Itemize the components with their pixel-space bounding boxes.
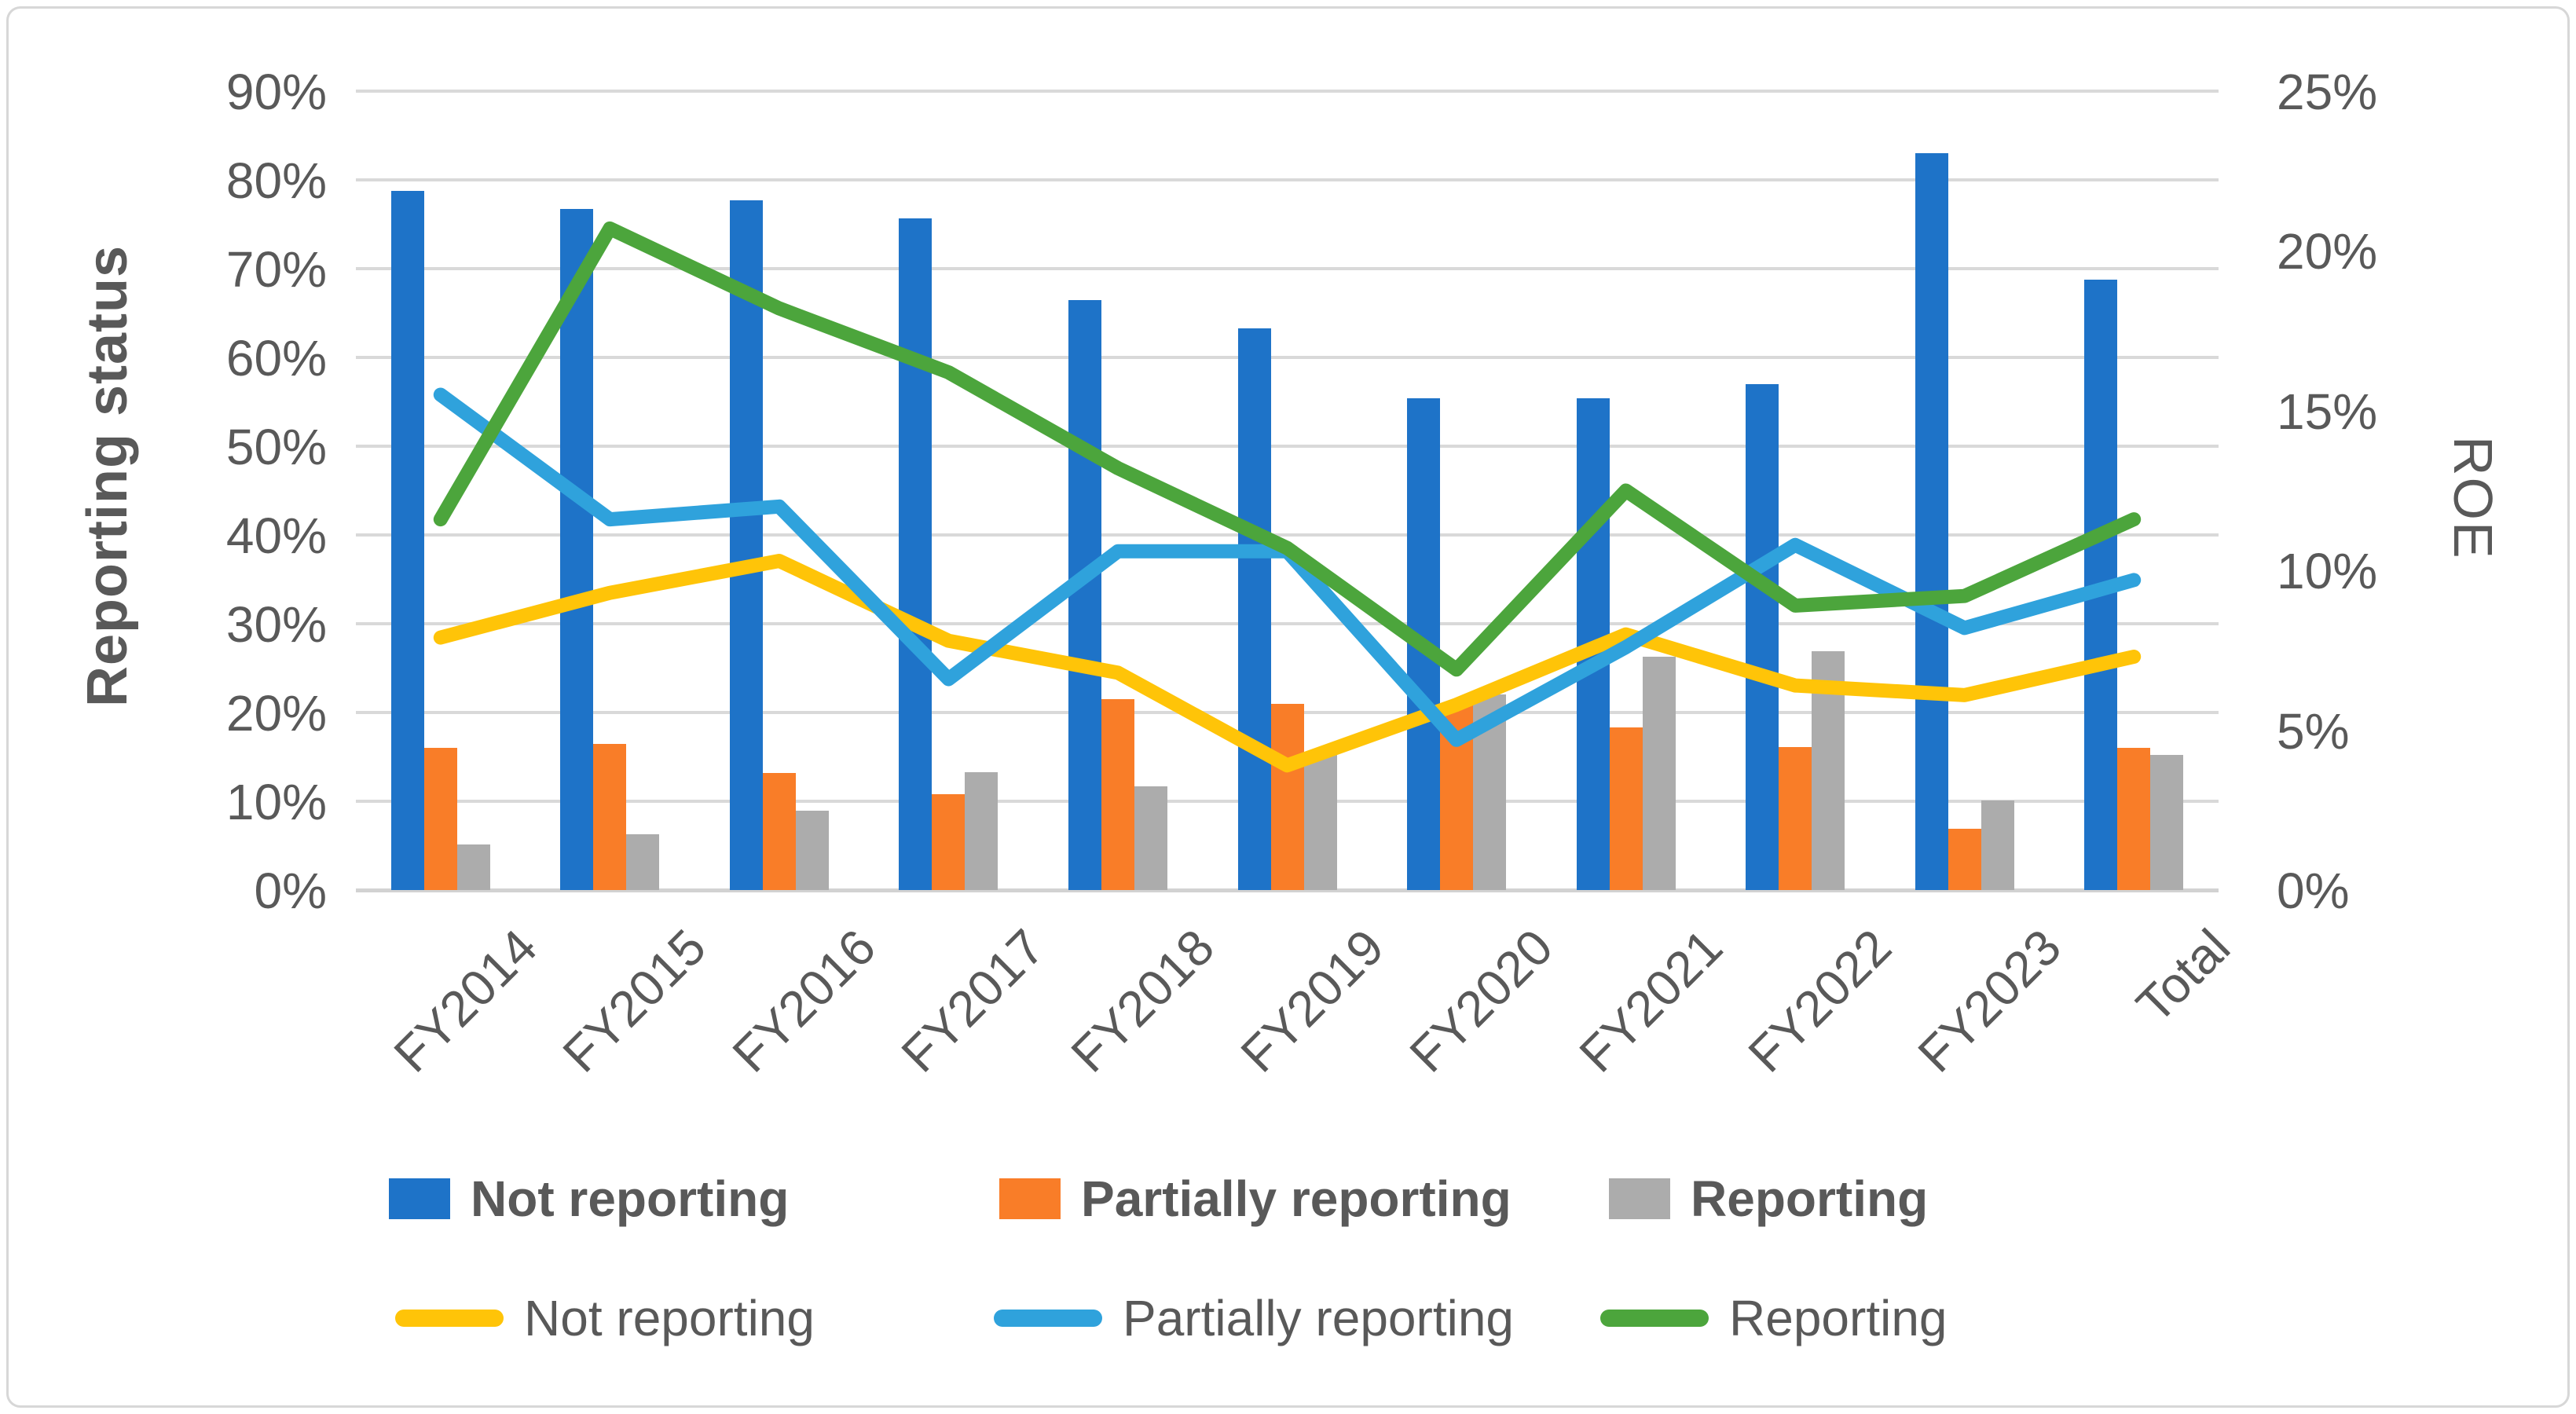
right-tick-label: 5% bbox=[2277, 702, 2350, 760]
x-axis-label: FY2014 bbox=[383, 918, 548, 1083]
left-tick-label: 40% bbox=[225, 507, 327, 564]
legend-swatch-line bbox=[1600, 1310, 1709, 1327]
x-axis-label: Total bbox=[2125, 918, 2241, 1034]
x-axis-label: FY2020 bbox=[1398, 918, 1564, 1083]
bar-reporting bbox=[1642, 656, 1676, 890]
bar-partially-reporting bbox=[1779, 747, 1812, 890]
bar-not-reporting bbox=[560, 209, 594, 890]
bar-reporting bbox=[1134, 786, 1167, 890]
bar-not-reporting bbox=[1237, 328, 1271, 890]
bar-partially-reporting bbox=[2117, 748, 2151, 890]
legend-item-bar-reporting: Reporting bbox=[1609, 1170, 1929, 1227]
x-axis-label: FY2022 bbox=[1737, 918, 1903, 1083]
left-tick-label: 10% bbox=[225, 774, 327, 830]
x-axis-label: FY2017 bbox=[891, 918, 1056, 1083]
legend-swatch-square bbox=[1609, 1178, 1670, 1219]
x-axis-label: FY2015 bbox=[551, 918, 717, 1083]
bar-partially-reporting bbox=[1609, 727, 1643, 890]
bar-not-reporting bbox=[2084, 279, 2118, 890]
left-tick-label: 0% bbox=[254, 863, 328, 919]
x-axis-line bbox=[356, 888, 2219, 892]
legend-label: Reporting bbox=[1729, 1290, 1948, 1346]
bar-partially-reporting bbox=[1440, 703, 1474, 890]
grid-line bbox=[356, 178, 2219, 181]
x-axis-label: FY2016 bbox=[721, 918, 886, 1083]
bar-reporting bbox=[965, 771, 999, 890]
right-tick-label: 25% bbox=[2277, 64, 2378, 120]
legend-item-line-reporting: Reporting bbox=[1600, 1290, 1948, 1346]
legend-label: Reporting bbox=[1691, 1170, 1929, 1227]
grid-line bbox=[356, 90, 2219, 93]
left-axis-title: Reporting status bbox=[76, 244, 139, 707]
legend-label: Partially reporting bbox=[1123, 1290, 1514, 1346]
bar-reporting bbox=[1812, 651, 1845, 890]
legend-swatch-line bbox=[395, 1310, 504, 1327]
bar-reporting bbox=[1303, 752, 1337, 890]
legend-label: Not reporting bbox=[524, 1290, 815, 1346]
bar-not-reporting bbox=[1915, 153, 1948, 890]
bar-partially-reporting bbox=[762, 772, 796, 890]
bar-reporting bbox=[795, 811, 829, 890]
left-tick-label: 50% bbox=[225, 419, 327, 475]
bar-partially-reporting bbox=[593, 743, 627, 890]
x-axis-label: FY2023 bbox=[1907, 918, 2072, 1083]
bar-reporting bbox=[456, 844, 490, 890]
bar-reporting bbox=[626, 833, 660, 890]
bar-partially-reporting bbox=[932, 793, 966, 890]
bar-partially-reporting bbox=[1948, 829, 1981, 890]
legend-item-bar-not-reporting: Not reporting bbox=[389, 1170, 790, 1227]
legend-label: Not reporting bbox=[471, 1170, 790, 1227]
left-tick-label: 60% bbox=[225, 330, 327, 386]
bar-not-reporting bbox=[1068, 299, 1101, 890]
legend-swatch-line bbox=[994, 1310, 1102, 1327]
bar-not-reporting bbox=[1746, 383, 1779, 890]
left-tick-label: 80% bbox=[225, 152, 327, 209]
bar-not-reporting bbox=[729, 200, 763, 890]
bar-not-reporting bbox=[899, 218, 933, 890]
legend-item-bar-partially-reporting: Partially reporting bbox=[999, 1170, 1512, 1227]
x-axis-label: FY2019 bbox=[1229, 918, 1394, 1083]
bar-not-reporting bbox=[1576, 397, 1610, 890]
x-axis-label: FY2018 bbox=[1060, 918, 1226, 1083]
right-tick-label: 15% bbox=[2277, 383, 2378, 440]
left-tick-label: 20% bbox=[225, 685, 327, 742]
legend-item-line-not-reporting: Not reporting bbox=[395, 1290, 815, 1346]
bar-not-reporting bbox=[1407, 397, 1441, 890]
bar-reporting bbox=[2150, 755, 2184, 890]
legend-label: Partially reporting bbox=[1081, 1170, 1512, 1227]
right-tick-label: 10% bbox=[2277, 543, 2378, 600]
right-tick-label: 20% bbox=[2277, 223, 2378, 280]
legend-swatch-square bbox=[999, 1178, 1061, 1219]
bar-reporting bbox=[1473, 694, 1507, 890]
x-axis-label: FY2021 bbox=[1568, 918, 1733, 1083]
bar-partially-reporting bbox=[1270, 703, 1304, 890]
bar-partially-reporting bbox=[1101, 699, 1134, 890]
left-tick-label: 30% bbox=[225, 596, 327, 653]
left-tick-label: 90% bbox=[225, 64, 327, 120]
bar-partially-reporting bbox=[423, 748, 457, 890]
legend-swatch-square bbox=[389, 1178, 450, 1219]
right-axis-title: ROE bbox=[2442, 436, 2504, 560]
left-tick-label: 70% bbox=[225, 241, 327, 298]
right-tick-label: 0% bbox=[2277, 863, 2350, 919]
bar-reporting bbox=[1981, 800, 2014, 890]
legend-item-line-partially-reporting: Partially reporting bbox=[994, 1290, 1514, 1346]
bar-not-reporting bbox=[390, 190, 424, 890]
line-reporting bbox=[433, 221, 2142, 677]
